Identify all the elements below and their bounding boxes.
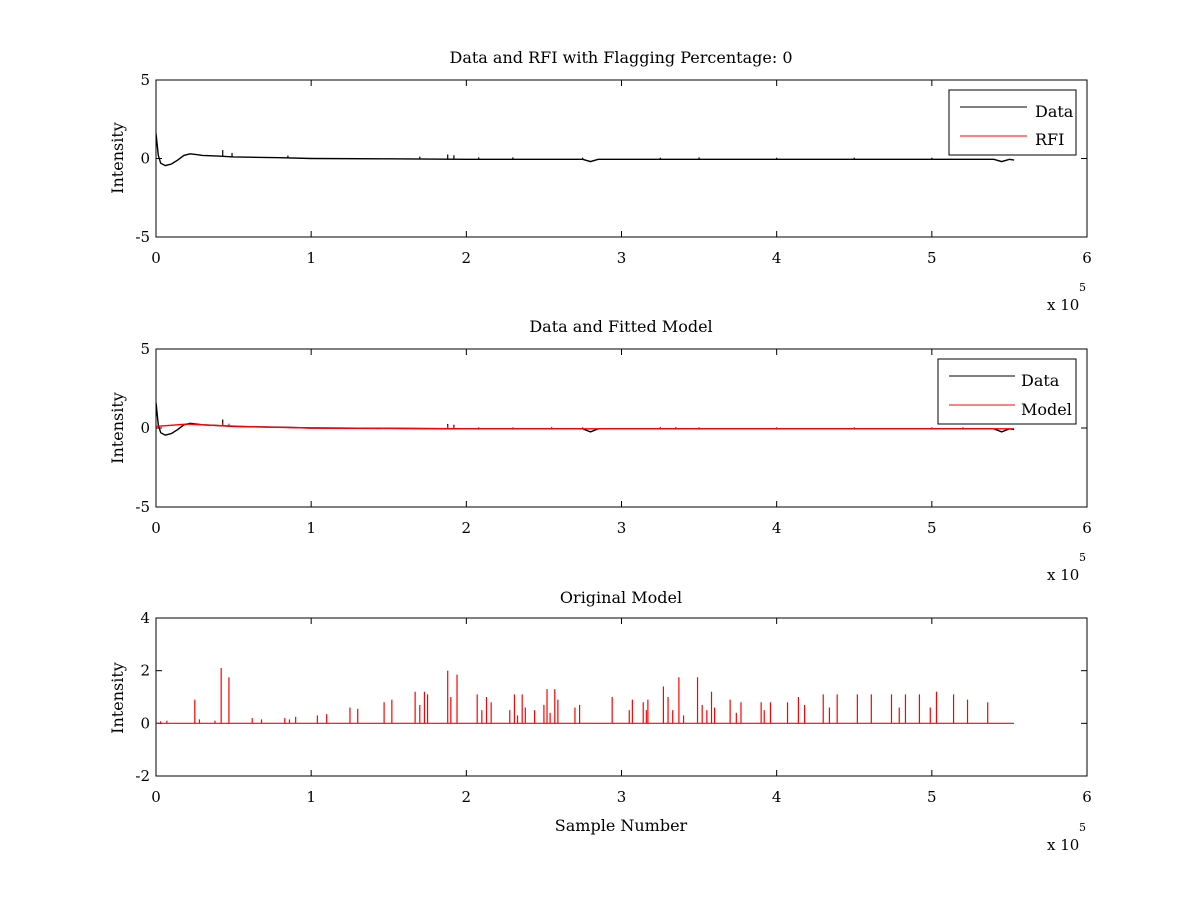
panel-3-ylabel: Intensity [108, 662, 127, 734]
panel-1-xtick-label: 0 [151, 249, 161, 267]
panel-2-x-exponent-base: x 10 [1047, 566, 1079, 584]
panel-3-ytick-label: 0 [140, 714, 150, 732]
panel-3-xtick-label: 4 [772, 788, 782, 806]
panel-2-x-exponent: x 10 [1047, 566, 1079, 584]
panel-1-ytick-label: 0 [140, 150, 150, 168]
panel-1-legend-box [948, 89, 1077, 156]
panel-2-x-exponent-power: 5 [1079, 551, 1086, 564]
panel-2-series-group [156, 402, 1015, 436]
panel-2-xtick-label: 5 [927, 519, 937, 537]
panel-3-ytick-label: 4 [140, 609, 150, 627]
panel-1-x-exponent: x 10 [1047, 296, 1079, 314]
panel-2-legend-model: Model [1021, 400, 1072, 419]
panel-1-ytick-label: -5 [135, 228, 150, 246]
panel-1-title: Data and RFI with Flagging Percentage: 0 [449, 48, 792, 67]
panel-2-legend-box [937, 358, 1077, 425]
panel-1-legend: Data RFI [948, 89, 1077, 156]
panel-1-xtick-label: 2 [462, 249, 472, 267]
panel-1-series-data-line [156, 133, 1015, 167]
panel-3-xtick-label: 2 [462, 788, 472, 806]
panel-1-legend-data: Data [1035, 102, 1074, 121]
panel-1-xtick-label: 1 [306, 249, 316, 267]
panel-3-x-exponent: x 10 [1047, 836, 1079, 854]
panel-3-ytick-label: -2 [135, 767, 150, 785]
panel-1-x-exponent-base: x 10 [1047, 296, 1079, 314]
panel-1-ytick-label: 5 [140, 71, 150, 89]
panel-2-xtick-label: 3 [617, 519, 627, 537]
panel-3-ytick-label: 2 [140, 662, 150, 680]
panel-2-legend: Data Model [937, 358, 1077, 425]
panel-3-xtick-label: 6 [1082, 788, 1092, 806]
panel-3-xlabel: Sample Number [555, 816, 688, 835]
panel-2-ylabel: Intensity [108, 392, 127, 464]
panel-1-xtick-label: 4 [772, 249, 782, 267]
panel-2-ytick-label: -5 [135, 498, 150, 516]
panel-2-xtick-label: 6 [1082, 519, 1092, 537]
panel-1-xtick-label: 3 [617, 249, 627, 267]
panel-2-xtick-label: 4 [772, 519, 782, 537]
panel-2-xtick-label: 1 [306, 519, 316, 537]
panel-2-xtick-label: 2 [462, 519, 472, 537]
panel-2-ytick-label: 5 [140, 340, 150, 358]
panel-3-xtick-label: 5 [927, 788, 937, 806]
panel-2-xtick-label: 0 [151, 519, 161, 537]
panel-3: Original Model Intensity Sample Number 0… [108, 588, 1092, 854]
panel-2-series-model-line [156, 423, 1015, 430]
panel-1: Data and RFI with Flagging Percentage: 0… [108, 48, 1092, 314]
panel-1-ylabel: Intensity [108, 122, 127, 194]
panel-3-x-exponent-base: x 10 [1047, 836, 1079, 854]
panel-2: Data and Fitted Model Intensity 0 1 2 3 4 5 6 -… [108, 317, 1092, 584]
panel-3-xtick-label: 3 [617, 788, 627, 806]
panel-3-series-group [156, 668, 1015, 724]
panel-1-plot-area: 0 1 2 3 4 5 6-505 [135, 71, 1091, 267]
panel-1-x-exponent-power: 5 [1079, 281, 1086, 294]
panel-1-legend-rfi: RFI [1035, 130, 1064, 149]
panel-3-axes-frame [155, 617, 1088, 777]
panel-1-xtick-label: 5 [927, 249, 937, 267]
panel-3-xtick-label: 1 [306, 788, 316, 806]
panel-1-xtick-label: 6 [1082, 249, 1092, 267]
panel-3-x-exponent-power: 5 [1079, 821, 1086, 834]
panel-2-title: Data and Fitted Model [529, 317, 712, 336]
panel-1-series-group [156, 133, 1015, 167]
panel-2-legend-data: Data [1021, 371, 1060, 390]
panel-3-title: Original Model [560, 588, 682, 607]
panel-2-ytick-label: 0 [140, 419, 150, 437]
panel-2-plot-area: 0 1 2 3 4 5 6-505 [135, 340, 1091, 537]
panel-3-xtick-label: 0 [151, 788, 161, 806]
